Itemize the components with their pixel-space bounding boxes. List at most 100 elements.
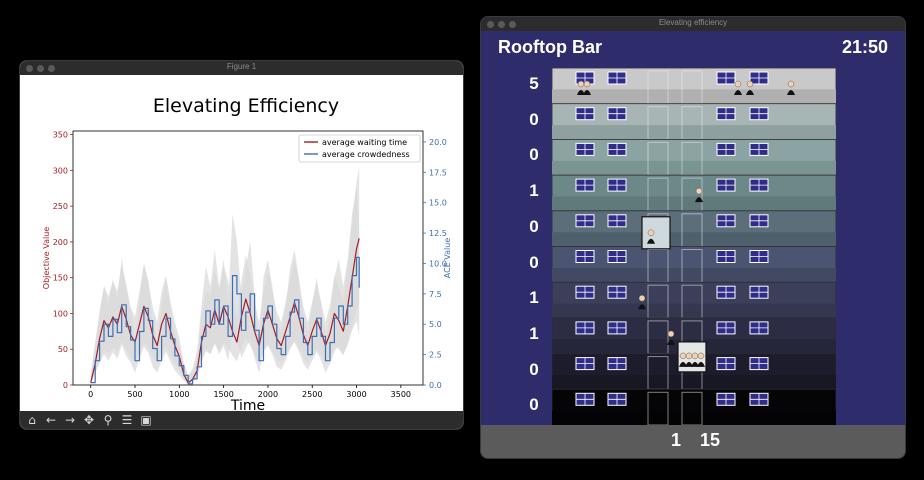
home-icon[interactable]: ⌂ <box>28 413 36 427</box>
floor-count: 0 <box>529 395 539 415</box>
back-arrow-icon[interactable]: ← <box>45 413 57 427</box>
right-y-tick-label: 17.5 <box>429 168 447 177</box>
passenger-body <box>746 90 754 95</box>
elevator-car-body <box>641 216 671 250</box>
zoom-window-icon[interactable] <box>48 65 55 72</box>
legend-label-crowd: average crowdedness <box>322 150 410 159</box>
passenger-body <box>667 339 675 345</box>
floor-count: 0 <box>529 145 539 165</box>
right-y-tick-label: 7.5 <box>429 290 442 299</box>
floor <box>552 281 836 319</box>
minimize-window-icon[interactable] <box>37 65 44 72</box>
passenger-head <box>787 80 795 88</box>
floor <box>552 103 836 140</box>
series-line-waiting <box>90 238 360 384</box>
game-area: Rooftop Bar 21:50 5 0 0 1 0 0 1 1 0 0 <box>481 31 905 425</box>
floor-strip <box>552 232 836 247</box>
figure-canvas: Elevating Efficiency 0 500 1000 1500 2000 250… <box>20 75 463 414</box>
x-tick-label: 1500 <box>213 390 233 399</box>
passenger-body <box>691 361 699 367</box>
right-y-tick-label: 20.0 <box>429 138 447 147</box>
pan-icon[interactable]: ✥ <box>83 413 95 427</box>
passenger-head <box>583 80 591 88</box>
floor <box>552 246 836 283</box>
close-window-icon[interactable] <box>26 65 33 72</box>
floor-strip <box>552 196 836 211</box>
x-tick-label: 500 <box>127 390 142 399</box>
floor-count: 0 <box>529 252 539 272</box>
passenger-body <box>685 361 693 367</box>
chart-legend: average waiting time average crowdedness <box>298 134 421 163</box>
right-y-tick-label: 15.0 <box>429 199 447 208</box>
elevator-titlebar[interactable]: Elevating efficiency <box>481 17 905 31</box>
subplots-config-icon[interactable]: ☰ <box>121 413 133 427</box>
passenger-head <box>647 229 655 237</box>
left-y-tick-label: 200 <box>53 238 68 247</box>
elevator-window: Elevating efficiency Rooftop Bar 21:50 5… <box>481 17 905 458</box>
passenger-head <box>691 352 699 360</box>
status-count: 15 <box>700 430 721 450</box>
floor-count: 0 <box>529 359 539 379</box>
elevator-car <box>641 216 671 250</box>
legend-box <box>298 134 421 163</box>
left-y-tick-label: 100 <box>53 309 68 318</box>
passenger-body <box>679 361 687 367</box>
floor-count: 0 <box>529 109 539 129</box>
chart-title: Elevating Efficiency <box>153 95 339 117</box>
passenger-body <box>583 90 591 95</box>
floor-strip <box>552 303 836 318</box>
floor-strip <box>552 410 836 425</box>
passengers <box>577 80 795 345</box>
x-tick-label: 3500 <box>391 390 411 399</box>
close-window-icon[interactable] <box>487 21 494 28</box>
floor-strip <box>552 125 836 140</box>
passenger-body <box>638 304 646 310</box>
floor-count: 1 <box>529 323 539 343</box>
floor <box>552 210 836 248</box>
floor-count: 0 <box>529 216 539 236</box>
forward-arrow-icon[interactable]: → <box>64 413 76 427</box>
floor <box>552 174 836 212</box>
passenger-body <box>695 197 703 203</box>
status-floor: 1 <box>671 430 682 450</box>
save-icon[interactable]: ▣ <box>140 413 152 427</box>
passenger-head <box>697 352 705 360</box>
passenger-head <box>638 294 646 302</box>
floor-strip <box>552 89 836 104</box>
passenger-head <box>577 80 585 88</box>
series-line-crowd <box>90 256 360 385</box>
passenger-body <box>647 238 655 244</box>
passenger-body <box>787 90 795 95</box>
band-crowd <box>90 186 360 385</box>
right-y-tick-label: 5.0 <box>429 320 442 329</box>
left-y-tick-label: 350 <box>53 131 68 140</box>
floor-count: 5 <box>529 74 539 93</box>
left-y-tick-label: 250 <box>53 202 68 211</box>
status-bar: 1 15 <box>481 425 905 458</box>
left-y-tick-label: 0 <box>63 381 68 390</box>
passenger-body <box>577 90 585 95</box>
figure-window-title: Figure 1 <box>226 62 257 71</box>
floor <box>552 388 836 425</box>
x-axis-label: Time <box>230 398 265 411</box>
zoom-icon[interactable]: ⚲ <box>103 413 113 427</box>
passenger-head <box>746 80 754 88</box>
x-tick-label: 1000 <box>169 390 189 399</box>
floor-strip <box>552 267 836 283</box>
elevator-window-title: Elevating efficiency <box>658 18 728 27</box>
left-y-tick-label: 150 <box>53 274 68 283</box>
zoom-window-icon[interactable] <box>509 21 516 28</box>
x-tick-label: 2500 <box>302 390 322 399</box>
game-clock: 21:50 <box>841 37 888 57</box>
elevator-car <box>677 341 707 373</box>
floor-name: Rooftop Bar <box>498 37 602 57</box>
right-y-tick-label: 12.5 <box>429 229 447 238</box>
passenger-head <box>685 352 693 360</box>
floor-strip <box>552 375 836 390</box>
minimize-window-icon[interactable] <box>498 21 505 28</box>
floor-count: 1 <box>529 288 539 308</box>
right-axis-label: ACE Value <box>443 238 452 279</box>
left-y-tick-label: 50 <box>58 345 68 354</box>
figure-titlebar[interactable]: Figure 1 <box>20 61 463 75</box>
left-y-tick-label: 300 <box>53 166 68 175</box>
